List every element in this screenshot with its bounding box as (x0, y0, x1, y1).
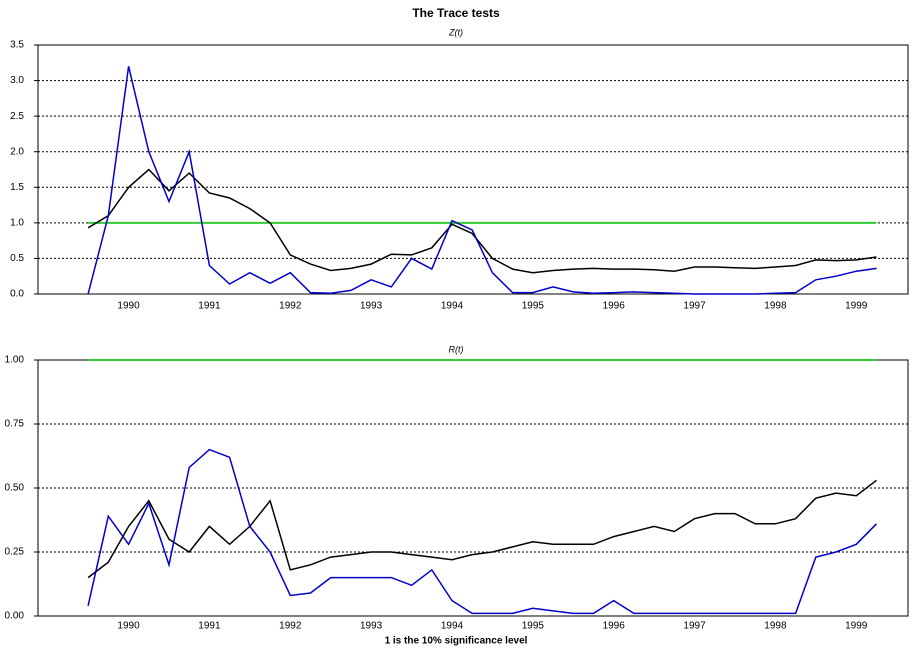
y-tick-label: 1.00 (5, 355, 25, 366)
y-tick-label: 0.5 (10, 253, 24, 264)
panel-subtitle: R(t) (449, 344, 464, 354)
series-line (87, 66, 877, 295)
x-tick-label: 1994 (441, 301, 464, 312)
x-axis-label: 1 is the 10% significance level (385, 636, 528, 647)
x-tick-label: 1991 (198, 301, 221, 312)
x-tick-label: 1999 (845, 301, 868, 312)
series-line (87, 479, 877, 579)
x-tick-label: 1995 (522, 621, 545, 632)
y-tick-label: 0.25 (5, 547, 25, 558)
x-tick-label: 1998 (764, 301, 787, 312)
plot-frame (37, 359, 909, 617)
x-tick-label: 1991 (198, 621, 221, 632)
series-line (87, 168, 877, 274)
plot-frame (37, 44, 909, 295)
y-tick-label: 0.0 (10, 289, 24, 300)
x-tick-label: 1992 (279, 301, 302, 312)
panel-subtitle: Z(t) (448, 27, 463, 37)
y-tick-label: 1.0 (10, 217, 24, 228)
x-tick-label: 1996 (603, 301, 626, 312)
x-tick-label: 1990 (117, 301, 140, 312)
y-tick-label: 3.0 (10, 75, 24, 86)
y-tick-label: 2.0 (10, 146, 24, 157)
x-tick-label: 1995 (522, 301, 545, 312)
y-tick-label: 0.00 (5, 611, 25, 622)
y-tick-label: 1.5 (10, 182, 24, 193)
series-line (87, 448, 878, 615)
chart-title: The Trace tests (412, 6, 500, 20)
x-tick-label: 1994 (441, 621, 464, 632)
x-tick-label: 1993 (360, 301, 383, 312)
x-tick-label: 1997 (683, 301, 706, 312)
x-tick-label: 1999 (845, 621, 868, 632)
y-tick-label: 0.75 (5, 419, 25, 430)
x-tick-label: 1996 (603, 621, 626, 632)
y-tick-label: 2.5 (10, 111, 24, 122)
x-tick-label: 1998 (764, 621, 787, 632)
x-tick-label: 1992 (279, 621, 302, 632)
x-tick-label: 1997 (683, 621, 706, 632)
y-tick-label: 3.5 (10, 40, 24, 51)
y-tick-label: 0.50 (5, 483, 25, 494)
x-tick-label: 1990 (117, 621, 140, 632)
x-tick-label: 1993 (360, 621, 383, 632)
